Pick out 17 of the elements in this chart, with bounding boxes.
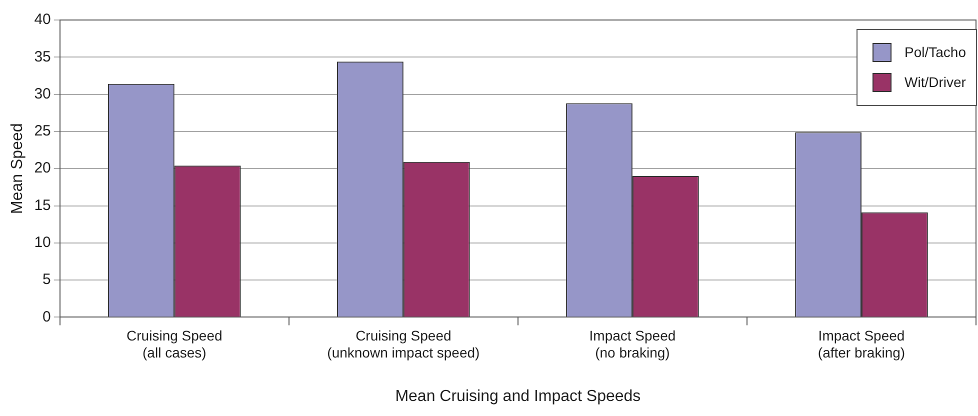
legend-label: Pol/Tacho (904, 44, 966, 60)
y-tick-label: 25 (34, 122, 51, 140)
y-tick-label: 0 (42, 308, 51, 326)
y-axis-title: Mean Speed (9, 123, 26, 214)
x-axis-title: Mean Cruising and Impact Speeds (395, 388, 641, 405)
y-tick-label: 5 (42, 271, 51, 288)
y-tick-label: 35 (34, 48, 51, 66)
legend-label: Wit/Driver (904, 74, 966, 90)
y-tick-label: 40 (34, 11, 51, 28)
y-tick-label: 15 (34, 196, 51, 214)
x-tick-label: Impact Speed (after braking) (818, 327, 906, 360)
y-tick-label: 20 (34, 160, 51, 177)
x-tick-label: Cruising Speed (unknown impact speed) (327, 327, 480, 360)
y-tick-label: 10 (34, 234, 51, 252)
x-tick-label: Cruising Speed (all cases) (126, 327, 222, 360)
x-tick-label: Impact Speed (no braking) (589, 327, 676, 360)
y-tick-label: 30 (34, 85, 51, 102)
